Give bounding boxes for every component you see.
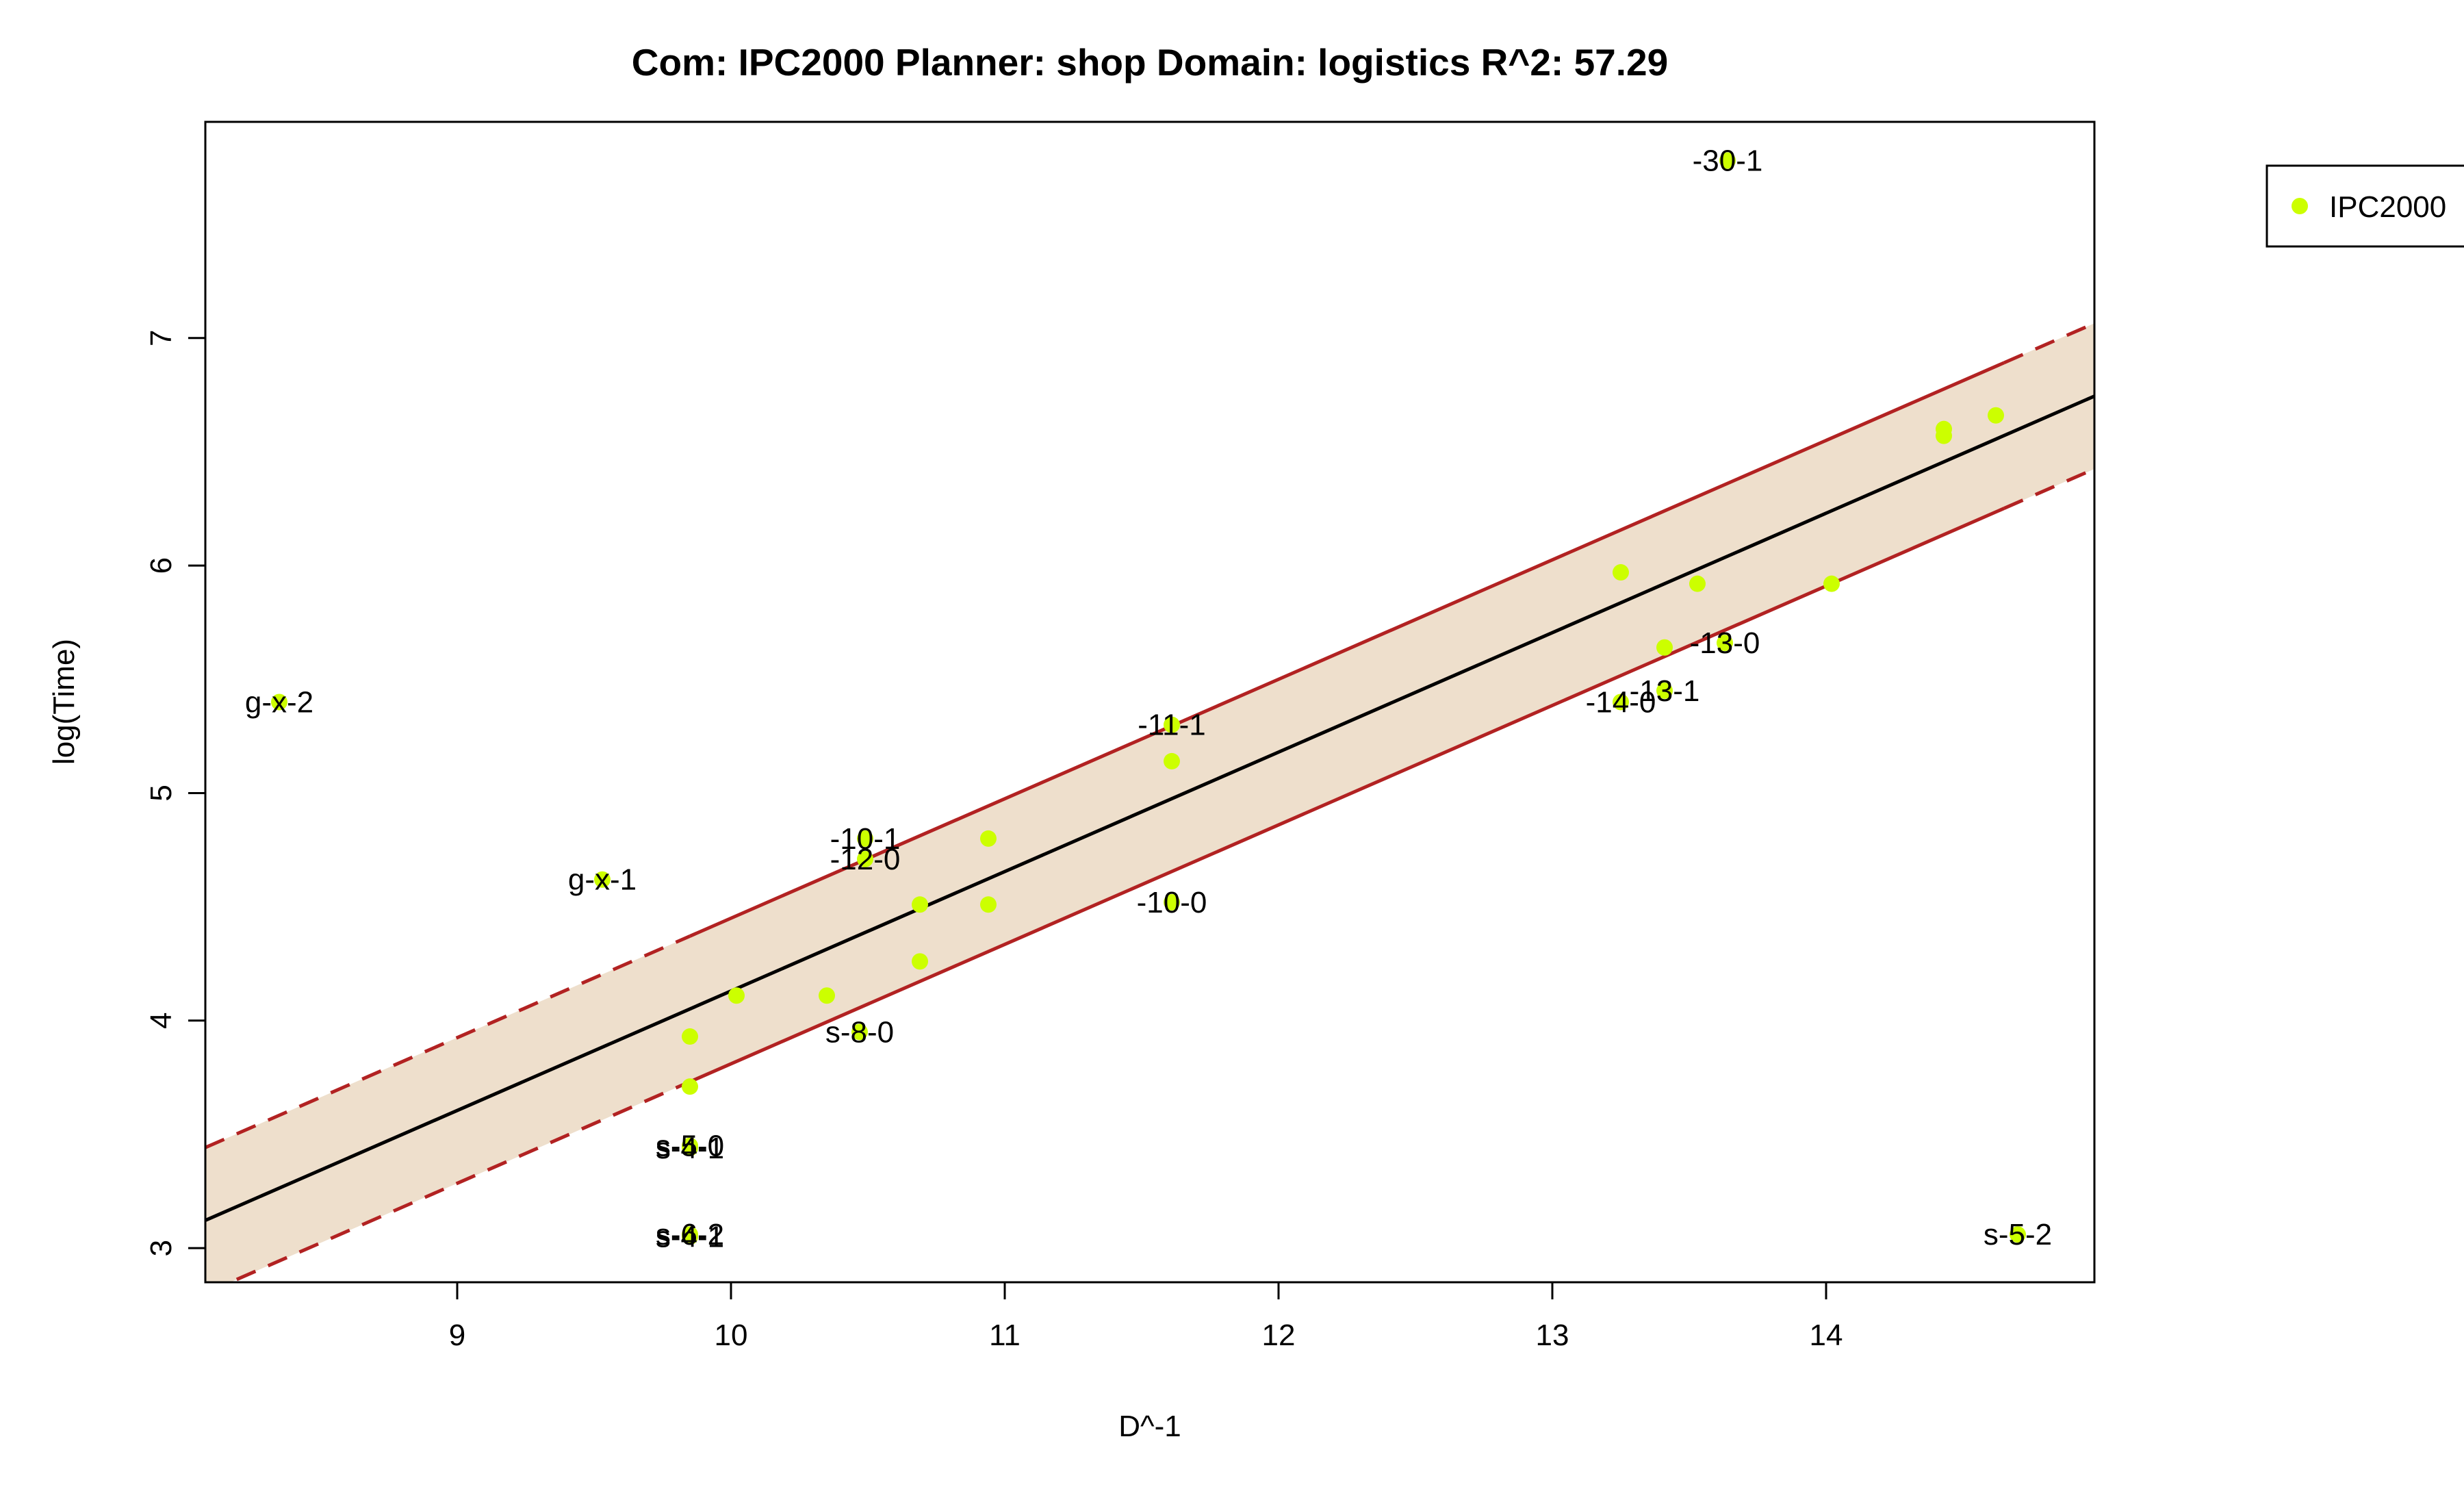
point-label: g-x-1 — [568, 863, 637, 897]
band-upper-dashed-right — [2003, 322, 2094, 365]
y-axis-label: log(Time) — [47, 639, 81, 765]
confidence-band — [205, 323, 2094, 1282]
legend-marker — [2292, 198, 2308, 214]
regression-line — [205, 394, 2094, 1222]
data-point — [1164, 716, 1180, 733]
data-point — [682, 1139, 698, 1156]
x-tick-label: 13 — [1536, 1319, 1569, 1352]
data-point — [682, 1028, 698, 1045]
point-label: -14-0 — [1586, 686, 1656, 720]
point-label: -12-0 — [830, 843, 901, 876]
data-point — [271, 693, 287, 711]
point-label: s-4-1 — [656, 1132, 724, 1165]
y-tick-label: 6 — [144, 557, 178, 574]
point-label: -11-1 — [1138, 709, 1205, 742]
data-points — [271, 152, 2026, 1245]
data-point — [1164, 752, 1180, 769]
data-point — [2010, 1226, 2026, 1243]
y-tick-label: 3 — [144, 1240, 178, 1256]
data-point — [912, 953, 928, 970]
x-tick-label: 12 — [1262, 1319, 1296, 1352]
point-label: s-4-1 — [656, 1221, 724, 1254]
data-point — [1656, 682, 1673, 699]
band-upper-solid — [689, 361, 2005, 938]
x-tick-label: 14 — [1810, 1319, 1843, 1352]
data-point — [682, 1228, 698, 1245]
legend-entry: IPC2000 — [2329, 190, 2446, 224]
point-label: s-5-2 — [1984, 1218, 2052, 1251]
chart-title: Com: IPC2000 Planner: shop Domain: logis… — [632, 41, 1668, 84]
data-point — [851, 1023, 868, 1041]
x-tick-label: 10 — [715, 1319, 748, 1352]
point-label: -13-1 — [1630, 674, 1700, 708]
data-point — [980, 896, 997, 913]
x-tick-label: 9 — [449, 1319, 465, 1352]
point-label: -10-1 — [830, 822, 901, 856]
y-tick-label: 5 — [144, 785, 178, 801]
point-label: s-5-0 — [656, 1130, 724, 1163]
data-point — [728, 987, 745, 1004]
data-point — [1656, 639, 1673, 656]
data-point — [980, 830, 997, 847]
x-axis: 9 10 11 12 13 14 — [449, 1281, 1843, 1352]
band-upper-dashed-left — [205, 934, 691, 1149]
point-label: g-x-2 — [245, 686, 313, 720]
x-tick-label: 11 — [989, 1319, 1021, 1352]
point-label: s-6-2 — [656, 1218, 724, 1251]
data-point — [1988, 407, 2004, 424]
data-point — [1719, 152, 1736, 169]
data-point — [857, 830, 873, 847]
point-labels: g-x-2g-x-1s-5-0s-4-1s-6-2s-4-1s-8-0-10-1… — [245, 144, 2052, 1254]
data-point — [912, 896, 928, 913]
point-label: -13-0 — [1690, 626, 1760, 660]
point-label: -10-0 — [1137, 886, 1207, 919]
data-point — [682, 1078, 698, 1095]
data-point — [1717, 635, 1733, 652]
confidence-band-lines — [205, 322, 2094, 1282]
band-lower-solid — [689, 507, 2005, 1084]
x-axis-label: D^-1 — [1118, 1410, 1181, 1443]
data-point — [1613, 564, 1629, 581]
band-lower-dashed-left — [226, 1080, 691, 1282]
data-point — [857, 850, 873, 867]
y-tick-label: 4 — [144, 1013, 178, 1029]
legend: IPC2000 — [2266, 164, 2464, 248]
data-point — [819, 987, 835, 1004]
data-point — [1689, 575, 1706, 592]
data-point — [1164, 893, 1180, 911]
band-lower-dashed-right — [2003, 467, 2094, 510]
data-point — [1936, 427, 1952, 444]
data-point — [1613, 693, 1629, 711]
y-axis: 3 4 5 6 7 — [144, 329, 207, 1256]
plot-area: g-x-2g-x-1s-5-0s-4-1s-6-2s-4-1s-8-0-10-1… — [205, 144, 2094, 1282]
y-tick-label: 7 — [144, 329, 178, 346]
data-point — [594, 871, 611, 888]
data-point — [1823, 575, 1840, 592]
point-label: -30-1 — [1693, 144, 1763, 178]
point-label: s-8-0 — [825, 1015, 894, 1049]
